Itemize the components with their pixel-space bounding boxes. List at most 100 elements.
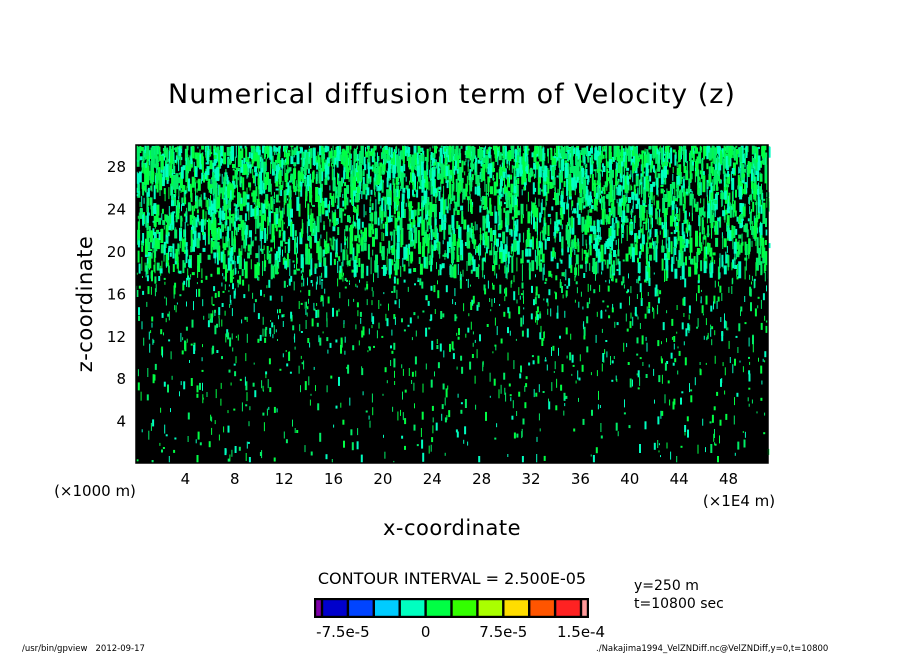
contour-fill-cell xyxy=(246,441,248,449)
contour-fill-cell xyxy=(166,215,170,226)
contour-fill-cell xyxy=(627,289,630,293)
contour-fill-cell xyxy=(703,198,705,209)
contour-fill-cell xyxy=(625,313,627,322)
contour-fill-cell xyxy=(261,380,263,389)
contour-fill-cell xyxy=(510,246,512,255)
contour-fill-cell xyxy=(232,268,234,276)
contour-fill-cell xyxy=(194,201,197,209)
contour-fill-cell xyxy=(335,339,338,343)
contour-fill-cell xyxy=(694,167,698,177)
contour-fill-cell xyxy=(149,174,152,181)
contour-fill-cell xyxy=(524,148,525,156)
contour-fill-cell xyxy=(728,230,732,242)
contour-fill-cell xyxy=(369,199,371,207)
contour-fill-cell xyxy=(683,231,685,239)
contour-fill-cell xyxy=(491,162,495,173)
contour-fill-cell xyxy=(593,169,597,172)
contour-fill-cell xyxy=(732,204,735,218)
contour-fill-cell xyxy=(484,178,486,192)
contour-fill-cell xyxy=(196,282,198,285)
contour-fill-cell xyxy=(639,243,642,250)
contour-fill-cell xyxy=(201,357,203,362)
contour-fill-cell xyxy=(140,146,144,151)
contour-fill-cell xyxy=(164,424,166,434)
contour-fill-cell xyxy=(639,209,642,227)
contour-fill-cell xyxy=(195,182,196,196)
contour-fill-cell xyxy=(466,175,468,192)
contour-fill-cell xyxy=(632,316,634,326)
contour-fill-cell xyxy=(394,300,397,305)
contour-fill-cell xyxy=(671,181,675,189)
contour-fill-cell xyxy=(264,328,267,337)
contour-fill-cell xyxy=(717,266,720,280)
contour-fill-cell xyxy=(685,227,687,234)
contour-fill-cell xyxy=(298,301,300,309)
contour-fill-cell xyxy=(230,382,232,386)
contour-fill-cell xyxy=(284,145,288,151)
contour-fill-cell xyxy=(209,318,212,323)
contour-fill-cell xyxy=(656,177,659,195)
contour-fill-cell xyxy=(361,191,363,199)
contour-fill-cell xyxy=(722,160,725,174)
contour-fill-cell xyxy=(529,168,533,177)
contour-fill-cell xyxy=(284,242,288,244)
contour-fill-cell xyxy=(369,207,372,214)
contour-fill-cell xyxy=(347,215,350,223)
contour-fill-cell xyxy=(180,189,182,193)
contour-fill-cell xyxy=(499,210,502,224)
contour-fill-cell xyxy=(381,232,383,241)
contour-fill-cell xyxy=(372,407,374,416)
contour-fill-cell xyxy=(258,276,260,281)
contour-fill-cell xyxy=(660,185,664,187)
contour-fill-cell xyxy=(191,176,195,188)
contour-fill-cell xyxy=(394,215,396,229)
contour-fill-cell xyxy=(630,150,632,157)
contour-fill-cell xyxy=(597,248,600,259)
contour-fill-cell xyxy=(578,241,580,246)
contour-fill-cell xyxy=(234,207,236,218)
contour-fill-cell xyxy=(149,343,151,353)
contour-fill-cell xyxy=(431,340,434,350)
contour-fill-cell xyxy=(610,259,612,271)
contour-fill-cell xyxy=(561,364,564,373)
contour-fill-cell xyxy=(755,257,759,271)
contour-fill-cell xyxy=(664,362,667,371)
contour-fill-cell xyxy=(451,151,454,162)
contour-fill-cell xyxy=(741,164,745,181)
contour-fill-cell xyxy=(460,271,462,278)
contour-fill-cell xyxy=(645,242,648,259)
contour-fill-cell xyxy=(669,215,673,227)
contour-fill-cell xyxy=(641,151,644,165)
contour-fill-cell xyxy=(546,166,548,177)
contour-fill-cell xyxy=(605,214,609,223)
contour-fill-cell xyxy=(574,174,578,188)
contour-fill-cell xyxy=(684,210,687,224)
contour-fill-cell xyxy=(333,150,336,160)
contour-fill-cell xyxy=(752,148,754,153)
contour-fill-cell xyxy=(589,245,592,256)
contour-fill-cell xyxy=(623,284,625,289)
contour-fill-cell xyxy=(463,303,465,312)
contour-fill-cell xyxy=(340,344,342,354)
contour-fill-cell xyxy=(408,204,410,222)
contour-fill-cell xyxy=(402,173,406,178)
contour-fill-cell xyxy=(431,249,433,264)
contour-fill-cell xyxy=(245,453,247,461)
contour-fill-cell xyxy=(593,243,596,249)
contour-fill-cell xyxy=(230,256,233,262)
contour-fill-cell xyxy=(223,426,225,433)
contour-fill-cell xyxy=(286,253,289,268)
contour-fill-cell xyxy=(479,172,481,179)
contour-fill-cell xyxy=(273,150,275,156)
contour-fill-cell xyxy=(499,201,503,207)
contour-fill-cell xyxy=(533,162,537,170)
contour-fill-cell xyxy=(550,148,553,160)
contour-fill-cell xyxy=(373,345,375,348)
contour-fill-cell xyxy=(214,218,216,236)
contour-fill-cell xyxy=(225,176,229,181)
contour-fill-cell xyxy=(455,178,458,192)
contour-fill-cell xyxy=(603,359,605,363)
contour-fill-cell xyxy=(343,164,347,169)
contour-fill-cell xyxy=(165,243,167,248)
contour-fill-cell xyxy=(647,231,649,242)
